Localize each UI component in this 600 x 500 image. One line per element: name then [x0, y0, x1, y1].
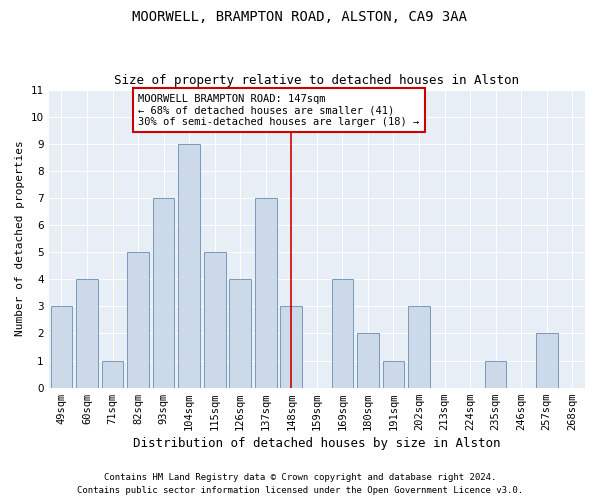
Text: MOORWELL BRAMPTON ROAD: 147sqm
← 68% of detached houses are smaller (41)
30% of : MOORWELL BRAMPTON ROAD: 147sqm ← 68% of …	[138, 94, 419, 127]
Bar	[76, 280, 98, 388]
Bar	[357, 334, 379, 388]
Bar	[255, 198, 277, 388]
Bar	[204, 252, 226, 388]
Bar	[178, 144, 200, 388]
Bar	[383, 360, 404, 388]
Bar	[536, 334, 557, 388]
Bar	[280, 306, 302, 388]
Bar	[485, 360, 506, 388]
Text: MOORWELL, BRAMPTON ROAD, ALSTON, CA9 3AA: MOORWELL, BRAMPTON ROAD, ALSTON, CA9 3AA	[133, 10, 467, 24]
Bar	[229, 280, 251, 388]
Bar	[50, 306, 72, 388]
Bar	[332, 280, 353, 388]
Bar	[127, 252, 149, 388]
Bar	[101, 360, 124, 388]
X-axis label: Distribution of detached houses by size in Alston: Distribution of detached houses by size …	[133, 437, 500, 450]
Y-axis label: Number of detached properties: Number of detached properties	[15, 141, 25, 336]
Bar	[408, 306, 430, 388]
Bar	[153, 198, 175, 388]
Title: Size of property relative to detached houses in Alston: Size of property relative to detached ho…	[115, 74, 520, 87]
Text: Contains HM Land Registry data © Crown copyright and database right 2024.
Contai: Contains HM Land Registry data © Crown c…	[77, 474, 523, 495]
